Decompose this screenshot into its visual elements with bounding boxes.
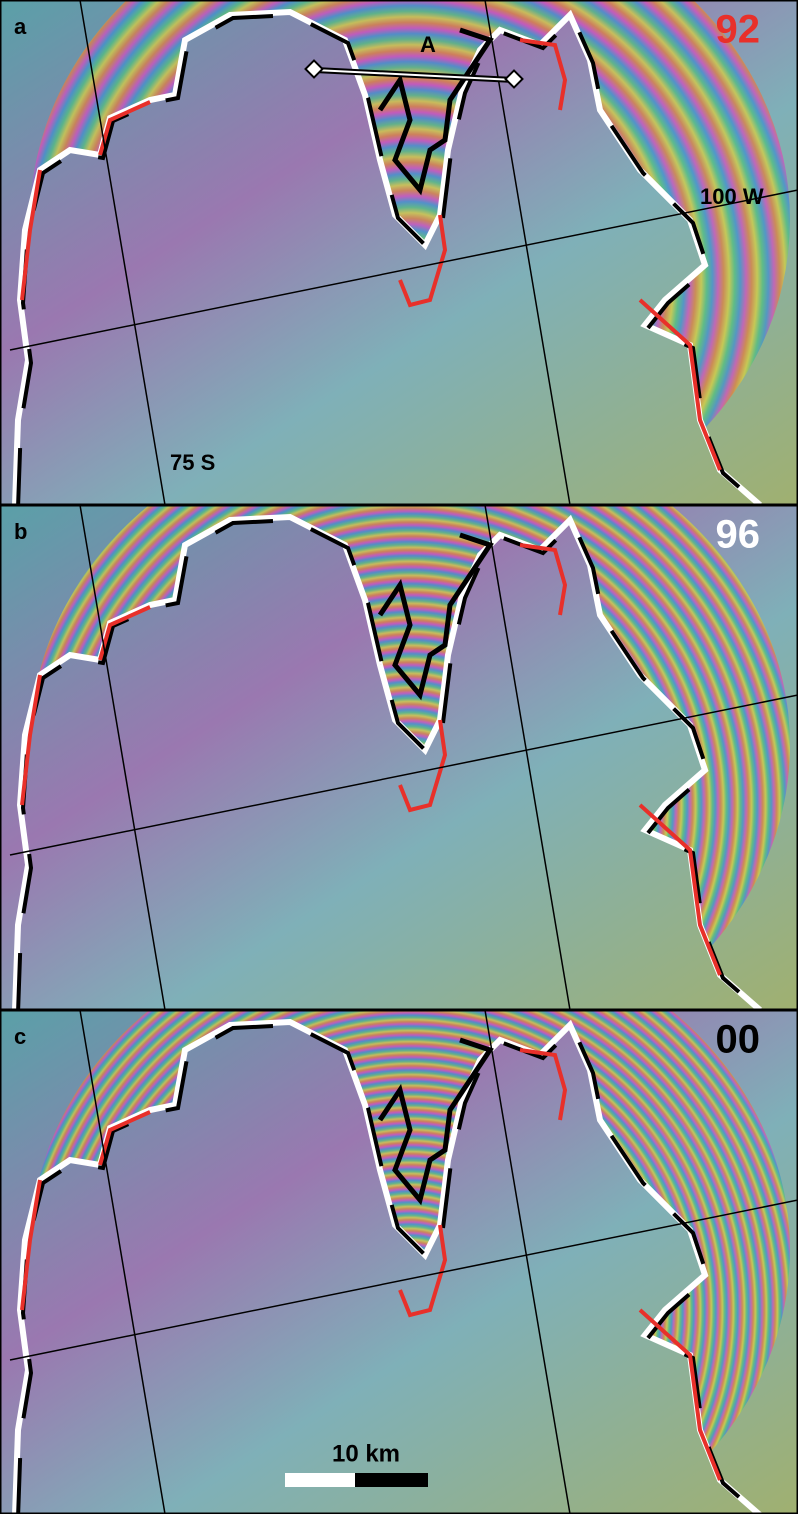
interferogram-panel: c 00 10 km	[0, 1010, 798, 1514]
figure: a 92 A 100 W 75 S b 96	[0, 0, 798, 1514]
scale-bar-label: 10 km	[332, 1440, 400, 1467]
latitude-label: 75 S	[170, 450, 215, 475]
year-label: 96	[716, 513, 761, 557]
panel-label: c	[14, 1024, 26, 1049]
interferogram-panel: b 96	[0, 505, 798, 1010]
panel-label: a	[14, 14, 27, 39]
year-label: 92	[716, 8, 761, 52]
interferogram-panel: a 92 A 100 W 75 S	[0, 0, 798, 505]
point-label: A	[420, 32, 436, 57]
longitude-label: 100 W	[700, 184, 764, 209]
year-label: 00	[716, 1018, 761, 1062]
panel-label: b	[14, 519, 27, 544]
scale-bar	[285, 1473, 428, 1487]
